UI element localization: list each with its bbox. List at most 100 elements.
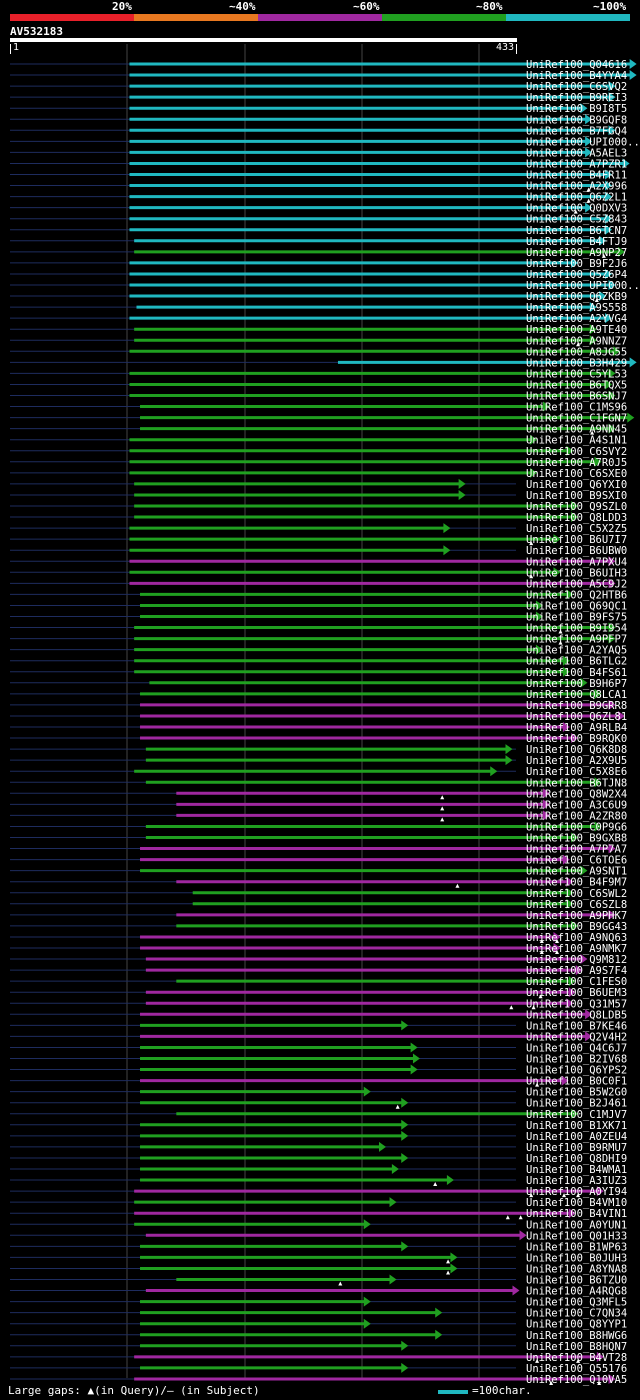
hit-arrow: [553, 943, 561, 953]
hit-label: UniRef100_B7KE46: [526, 1020, 627, 1032]
hit-arrow: [580, 865, 588, 876]
hit-label: UniRef100_B9GG43: [526, 921, 627, 933]
hit-arrow: [605, 213, 613, 224]
hit-arrow: [443, 545, 451, 556]
hit-arrow: [412, 1053, 420, 1064]
hit-arrow: [505, 755, 513, 766]
hit-arrow: [594, 456, 602, 467]
query-ruler-end: [516, 44, 517, 54]
hit-label: UniRef100_C6SVQ2: [526, 81, 627, 93]
hit-label: UniRef100_Q55176: [526, 1363, 627, 1375]
hit-arrow: [401, 1130, 409, 1141]
hit-label: UniRef100_B8HWG6: [526, 1330, 627, 1342]
hit-arrow: [608, 423, 616, 434]
legend-bar: [10, 14, 630, 21]
hit-arrow: [608, 81, 616, 92]
hit-arrow: [535, 644, 543, 655]
hit-arrow: [401, 1241, 409, 1252]
hit-label: UniRef100_B1WP63: [526, 1241, 627, 1253]
hit-arrow: [568, 976, 576, 987]
hit-arrow: [605, 268, 613, 279]
hit-label: UniRef100_B9RMU7: [526, 1142, 627, 1154]
hit-label: UniRef100_Q4C6J7: [526, 1042, 627, 1054]
hit-arrow: [566, 998, 574, 1009]
hit-arrow: [622, 158, 630, 169]
hit-arrow: [566, 589, 574, 600]
hit-arrow: [401, 1097, 409, 1108]
hit-arrow: [530, 434, 538, 445]
hit-arrow: [589, 324, 597, 335]
query-gap-marker: [549, 1380, 554, 1385]
hit-label: UniRef100_B6TJN8: [526, 777, 627, 789]
hit-label: UniRef100_C5X2Z5: [526, 523, 627, 535]
query-ruler: [10, 38, 517, 42]
hit-arrow: [391, 1164, 399, 1174]
hit-arrow: [605, 191, 613, 202]
hit-label: UniRef100_C6SWL2: [526, 888, 627, 900]
hit-arrow: [446, 1175, 454, 1186]
hit-label: UniRef100_A7R0J5: [526, 457, 627, 469]
hit-label: UniRef100_Q6YPS2: [526, 1065, 627, 1077]
hit-arrow: [512, 1285, 520, 1296]
hit-label: UniRef100_A0YI94: [526, 1186, 627, 1198]
hit-arrow: [530, 467, 538, 478]
legend-label-20: 20%: [112, 0, 132, 13]
hit-arrow: [608, 92, 616, 103]
hit-label: UniRef100_B4FS61: [526, 667, 627, 679]
hit-arrow: [363, 1318, 371, 1329]
hit-arrow: [608, 368, 616, 379]
hit-arrow: [617, 710, 625, 721]
hit-label: UniRef100_Q8W2X4: [526, 788, 627, 800]
query-gap-marker: [446, 1259, 451, 1264]
query-gap-marker: [529, 1193, 534, 1198]
query-gap-marker: [535, 1358, 540, 1363]
hit-label: UniRef100_B2IV68: [526, 1054, 627, 1066]
hit-label: UniRef100_B9F2J6: [526, 258, 627, 270]
hit-arrow: [605, 180, 613, 191]
hit-label: UniRef100_B4FTJ9: [526, 236, 627, 248]
query-gap-marker: [529, 574, 534, 579]
hit-label: UniRef100_B4FR11: [526, 170, 627, 182]
legend-swatch-20: [10, 14, 134, 21]
hit-label: UniRef100_B6UEM3: [526, 987, 627, 999]
hit-label: UniRef100_B9SXI0: [526, 490, 627, 502]
hit-label: UniRef100_B6UBW0: [526, 545, 627, 557]
hit-label: UniRef100_Q2V4H2: [526, 1031, 627, 1043]
hit-label: UniRef100_A9PHK7: [526, 910, 627, 922]
hit-label: UniRef100_Q6ZKB9: [526, 291, 627, 303]
query-gap-marker: [538, 994, 543, 999]
legend-swatch-80: [382, 14, 506, 21]
hit-label: UniRef100_B9GXB8: [526, 833, 627, 845]
hit-arrow: [599, 235, 607, 246]
hit-arrow: [596, 1351, 604, 1362]
hit-label: UniRef100_C1MS96: [526, 402, 627, 414]
hit-label: UniRef100_Q8DHI9: [526, 1153, 627, 1165]
hit-arrow: [571, 733, 579, 744]
hit-label: UniRef100_C5X8E6: [526, 766, 627, 778]
hit-label: UniRef100_B7FGQ4: [526, 125, 627, 137]
query-ruler-start: [10, 44, 11, 54]
hit-arrow: [580, 677, 588, 688]
hit-arrow: [566, 876, 574, 887]
hit-label: UniRef100_C6SVY2: [526, 446, 627, 458]
hit-label: UniRef100_C1FGN7: [526, 413, 627, 425]
hit-label: UniRef100_C7QN34: [526, 1308, 627, 1320]
hit-arrow: [363, 1296, 371, 1307]
hit-label: UniRef100_C6TOE6: [526, 855, 627, 867]
hit-arrow: [458, 478, 466, 489]
hit-label: UniRef100_B0C0F1: [526, 1076, 627, 1088]
hit-label: UniRef100_Q6ZL81: [526, 711, 627, 723]
hit-label: UniRef100_Q04616: [526, 59, 627, 71]
hit-label: UniRef100_A2ZR80: [526, 810, 627, 822]
hit-label: UniRef100_Q01H33: [526, 1230, 627, 1242]
hit-arrow: [553, 534, 561, 545]
hit-label: UniRef100_A0ZEU4: [526, 1131, 627, 1143]
hit-arrow: [605, 313, 613, 324]
hit-label: UniRef100_A2X996: [526, 181, 627, 193]
query-gap-marker: [440, 806, 445, 811]
hit-arrow: [589, 302, 597, 313]
hit-label: UniRef100_Q9SZL0: [526, 501, 627, 513]
hit-label: UniRef100_A9S558: [526, 302, 627, 314]
hit-label: UniRef100_A3C6U9: [526, 799, 627, 811]
hit-arrow: [542, 810, 550, 821]
